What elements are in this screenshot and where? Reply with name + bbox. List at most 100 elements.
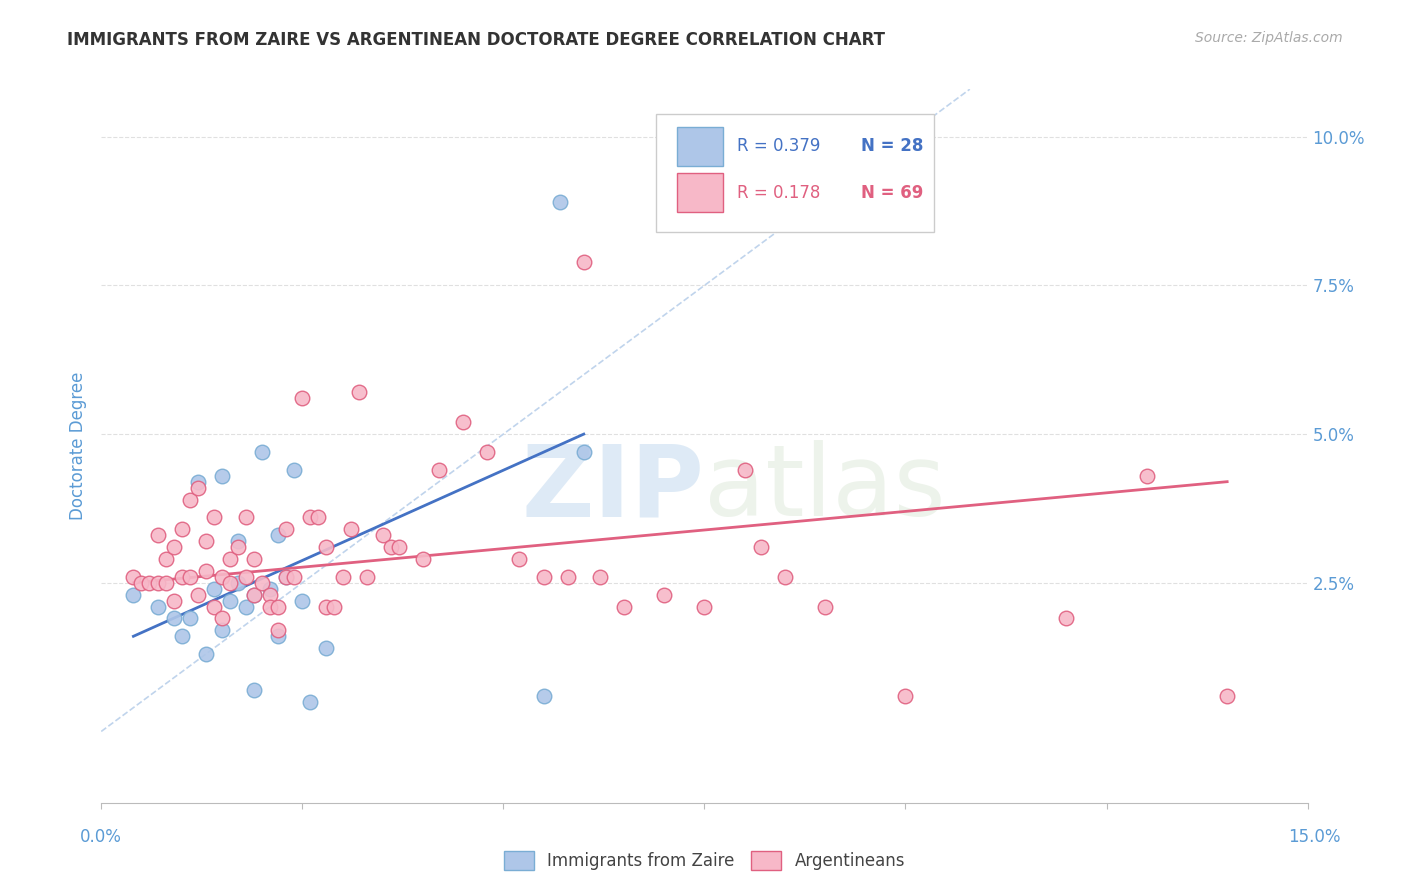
Point <box>371 528 394 542</box>
Point <box>572 445 595 459</box>
Point <box>226 540 249 554</box>
Point <box>187 588 209 602</box>
Point <box>347 385 370 400</box>
Bar <box>676 173 723 212</box>
Point <box>155 575 177 590</box>
Point <box>243 682 266 697</box>
Point <box>613 599 636 614</box>
Point <box>693 599 716 614</box>
Legend: Immigrants from Zaire, Argentineans: Immigrants from Zaire, Argentineans <box>498 844 911 877</box>
Point <box>259 588 281 602</box>
Point <box>211 570 233 584</box>
Point <box>250 575 273 590</box>
Point <box>749 540 772 554</box>
Point <box>219 593 242 607</box>
Point <box>477 445 499 459</box>
Text: R = 0.379: R = 0.379 <box>737 137 820 155</box>
Point <box>557 570 579 584</box>
Point <box>162 611 184 625</box>
Point <box>235 599 257 614</box>
Point <box>162 593 184 607</box>
Point <box>179 570 201 584</box>
Point <box>122 588 145 602</box>
Point <box>652 588 675 602</box>
Point <box>146 528 169 542</box>
FancyBboxPatch shape <box>657 114 934 232</box>
Point <box>243 588 266 602</box>
Point <box>323 599 346 614</box>
Point <box>138 575 160 590</box>
Point <box>1054 611 1077 625</box>
Point <box>259 599 281 614</box>
Point <box>291 593 314 607</box>
Point <box>211 468 233 483</box>
Point <box>307 510 329 524</box>
Point <box>734 463 756 477</box>
Text: N = 69: N = 69 <box>862 184 924 202</box>
Point <box>187 475 209 489</box>
Point <box>315 641 337 656</box>
Point <box>356 570 378 584</box>
Point <box>122 570 145 584</box>
Point <box>267 528 290 542</box>
Point <box>315 599 337 614</box>
Point <box>219 552 242 566</box>
Point <box>339 522 361 536</box>
Point <box>380 540 402 554</box>
Point <box>267 599 290 614</box>
Point <box>533 570 555 584</box>
Point <box>211 611 233 625</box>
Point <box>451 415 474 429</box>
Point <box>299 510 322 524</box>
Point <box>283 570 305 584</box>
Point <box>243 552 266 566</box>
Point <box>332 570 354 584</box>
Text: atlas: atlas <box>704 441 946 537</box>
Point <box>1136 468 1159 483</box>
Point <box>894 689 917 703</box>
Point <box>276 570 298 584</box>
Bar <box>676 127 723 166</box>
Point <box>814 599 837 614</box>
Point <box>194 564 217 578</box>
Point <box>283 463 305 477</box>
Point <box>508 552 530 566</box>
Point <box>170 629 193 643</box>
Text: Source: ZipAtlas.com: Source: ZipAtlas.com <box>1195 31 1343 45</box>
Point <box>315 540 337 554</box>
Text: ZIP: ZIP <box>522 441 704 537</box>
Point <box>170 522 193 536</box>
Point <box>388 540 411 554</box>
Point <box>211 624 233 638</box>
Point <box>773 570 796 584</box>
Text: R = 0.178: R = 0.178 <box>737 184 820 202</box>
Point <box>243 588 266 602</box>
Point <box>155 552 177 566</box>
Point <box>533 689 555 703</box>
Point <box>276 570 298 584</box>
Point <box>131 575 153 590</box>
Point <box>267 624 290 638</box>
Point <box>1216 689 1239 703</box>
Point <box>226 575 249 590</box>
Point <box>299 695 322 709</box>
Point <box>202 510 225 524</box>
Point <box>548 195 571 210</box>
Text: N = 28: N = 28 <box>862 137 924 155</box>
Point <box>276 522 298 536</box>
Point <box>179 611 201 625</box>
Point <box>235 570 257 584</box>
Point <box>202 599 225 614</box>
Text: IMMIGRANTS FROM ZAIRE VS ARGENTINEAN DOCTORATE DEGREE CORRELATION CHART: IMMIGRANTS FROM ZAIRE VS ARGENTINEAN DOC… <box>67 31 886 49</box>
Point <box>202 582 225 596</box>
Point <box>267 629 290 643</box>
Y-axis label: Doctorate Degree: Doctorate Degree <box>69 372 87 520</box>
Point <box>194 647 217 661</box>
Text: 15.0%: 15.0% <box>1288 828 1341 846</box>
Point <box>226 534 249 549</box>
Point <box>194 534 217 549</box>
Point <box>235 510 257 524</box>
Point <box>146 599 169 614</box>
Point <box>187 481 209 495</box>
Point <box>589 570 612 584</box>
